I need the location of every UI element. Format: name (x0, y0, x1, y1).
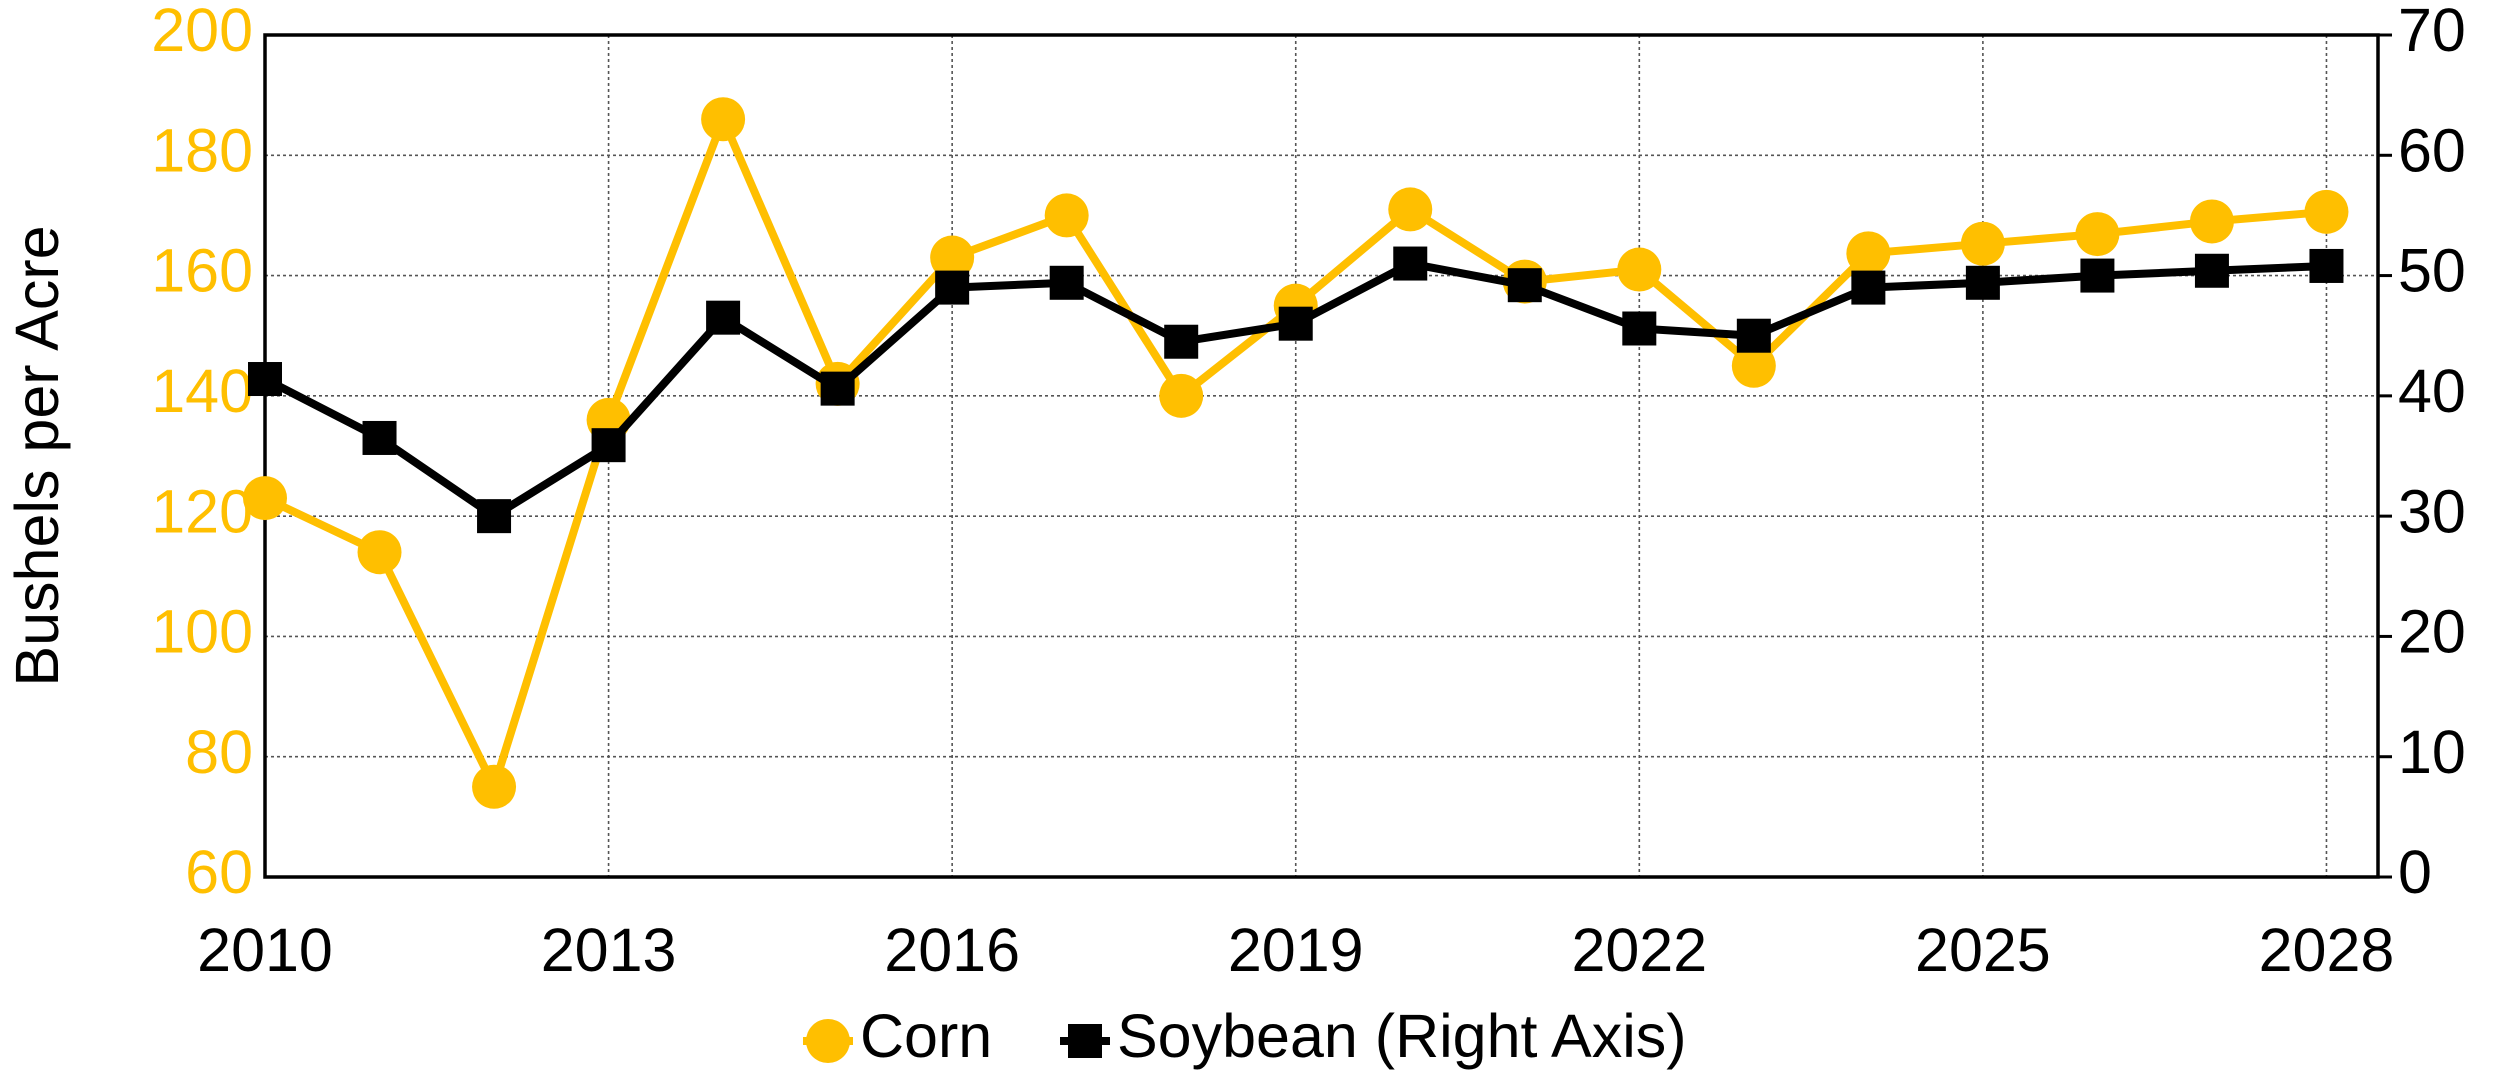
y2-tick-label: 50 (2398, 237, 2466, 305)
y-tick-label: 100 (151, 598, 253, 666)
marker (1278, 306, 1313, 341)
x-tick-label: 2010 (197, 916, 333, 984)
marker (930, 235, 975, 280)
x-tick-label: 2013 (541, 916, 677, 984)
plot-frame (263, 33, 2380, 879)
marker (1851, 270, 1886, 305)
y2-tick-label: 0 (2398, 838, 2432, 906)
marker (1846, 231, 1891, 276)
y-tick-label: 180 (151, 116, 253, 184)
y-tick-label: 60 (185, 838, 253, 906)
y2-tick-label: 40 (2398, 357, 2466, 425)
x-tick-label: 2016 (884, 916, 1020, 984)
marker (362, 420, 397, 455)
legend-label: Soybean (Right Axis) (1117, 1002, 1687, 1070)
legend-marker (1068, 1024, 1102, 1058)
marker (2304, 189, 2349, 234)
x-tick-label: 2019 (1228, 916, 1364, 984)
marker (248, 362, 282, 397)
marker (1731, 343, 1776, 388)
y-tick-label: 140 (151, 357, 253, 425)
marker (472, 764, 517, 809)
y-tick-label: 200 (151, 0, 253, 64)
marker (2080, 258, 2115, 293)
marker (1507, 268, 1542, 303)
marker (2194, 253, 2229, 288)
y2-tick-label: 20 (2398, 598, 2466, 666)
legend-marker (806, 1019, 850, 1063)
marker (1965, 265, 2000, 300)
marker (1960, 221, 2005, 266)
marker (1164, 324, 1199, 359)
y2-tick-label: 60 (2398, 116, 2466, 184)
y-tick-label: 120 (151, 477, 253, 545)
marker (701, 97, 746, 142)
marker (1159, 373, 1204, 418)
y2-tick-label: 70 (2398, 0, 2466, 64)
y2-tick-label: 10 (2398, 718, 2466, 786)
marker (477, 499, 512, 534)
legend-label: Corn (860, 1002, 992, 1070)
x-tick-label: 2028 (2259, 916, 2395, 984)
marker (591, 428, 626, 463)
marker (1736, 318, 1771, 353)
x-tick-label: 2025 (1915, 916, 2051, 984)
y-tick-label: 80 (185, 718, 253, 786)
y2-tick-label: 30 (2398, 477, 2466, 545)
x-tick-label: 2022 (1571, 916, 1707, 984)
marker (2309, 248, 2344, 283)
marker (820, 371, 855, 406)
marker (1049, 265, 1084, 300)
marker (2075, 212, 2120, 257)
series-line (263, 115, 2327, 791)
marker (357, 530, 402, 575)
marker (243, 476, 287, 521)
marker (1617, 247, 1662, 292)
marker (1393, 246, 1428, 281)
y-tick-label: 160 (151, 237, 253, 305)
marker (935, 270, 970, 305)
y-axis-label: Bushels per Acre (3, 225, 71, 686)
marker (1388, 187, 1433, 232)
marker (2189, 199, 2234, 244)
marker (706, 300, 741, 335)
marker (1044, 193, 1089, 238)
marker (1622, 311, 1657, 346)
